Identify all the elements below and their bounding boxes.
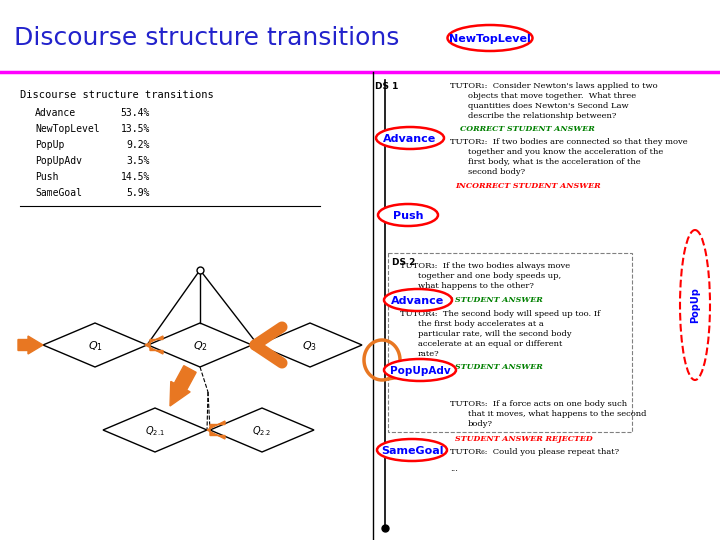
Text: NewTopLevel: NewTopLevel xyxy=(35,124,99,134)
Text: 9.2%: 9.2% xyxy=(127,140,150,150)
Text: $Q_{2.2}$: $Q_{2.2}$ xyxy=(252,424,271,438)
Text: 13.5%: 13.5% xyxy=(121,124,150,134)
Ellipse shape xyxy=(377,439,447,461)
FancyArrow shape xyxy=(207,421,225,439)
Text: TUTOR₄:  The second body will speed up too. If: TUTOR₄: The second body will speed up to… xyxy=(400,310,600,318)
Text: Push: Push xyxy=(392,211,423,221)
Polygon shape xyxy=(103,408,207,452)
Text: SameGoal: SameGoal xyxy=(35,188,82,198)
Text: that it moves, what happens to the second: that it moves, what happens to the secon… xyxy=(468,410,647,418)
Text: 3.5%: 3.5% xyxy=(127,156,150,166)
Ellipse shape xyxy=(376,127,444,149)
Text: Discourse structure transitions: Discourse structure transitions xyxy=(14,26,400,50)
Text: PopUpAdv: PopUpAdv xyxy=(390,366,450,376)
Text: together and you know the acceleration of the: together and you know the acceleration o… xyxy=(468,148,663,156)
Ellipse shape xyxy=(448,25,533,51)
Polygon shape xyxy=(258,323,362,367)
Polygon shape xyxy=(210,408,314,452)
FancyArrow shape xyxy=(170,366,196,406)
Text: DS 2: DS 2 xyxy=(392,258,415,267)
Text: TUTOR₂:  If two bodies are connected so that they move: TUTOR₂: If two bodies are connected so t… xyxy=(450,138,688,146)
Polygon shape xyxy=(148,323,252,367)
Text: PopUp: PopUp xyxy=(690,287,700,323)
Text: CORRECT STUDENT ANSWER: CORRECT STUDENT ANSWER xyxy=(408,363,543,371)
Text: what happens to the other?: what happens to the other? xyxy=(418,282,534,290)
Text: TUTOR₁:  Consider Newton's laws applied to two: TUTOR₁: Consider Newton's laws applied t… xyxy=(450,82,657,90)
Text: $Q_1$: $Q_1$ xyxy=(88,339,102,353)
Text: the first body accelerates at a: the first body accelerates at a xyxy=(418,320,544,328)
Text: 14.5%: 14.5% xyxy=(121,172,150,182)
FancyArrow shape xyxy=(18,336,43,354)
Text: Discourse structure transitions: Discourse structure transitions xyxy=(20,90,214,100)
Text: accelerate at an equal or different: accelerate at an equal or different xyxy=(418,340,562,348)
Text: PopUp: PopUp xyxy=(35,140,64,150)
Polygon shape xyxy=(43,323,147,367)
Text: CORRECT STUDENT ANSWER: CORRECT STUDENT ANSWER xyxy=(408,296,543,304)
Text: Advance: Advance xyxy=(392,296,445,306)
Text: Advance: Advance xyxy=(383,134,436,144)
Text: TUTOR₅:  If a force acts on one body such: TUTOR₅: If a force acts on one body such xyxy=(450,400,627,408)
Text: PopUpAdv: PopUpAdv xyxy=(35,156,82,166)
Text: Advance: Advance xyxy=(35,108,76,118)
Text: CORRECT STUDENT ANSWER: CORRECT STUDENT ANSWER xyxy=(460,125,595,133)
Text: quantities does Newton's Second Law: quantities does Newton's Second Law xyxy=(468,102,629,110)
FancyArrow shape xyxy=(389,373,396,380)
Text: INCORRECT STUDENT ANSWER: INCORRECT STUDENT ANSWER xyxy=(455,182,600,190)
Text: 5.9%: 5.9% xyxy=(127,188,150,198)
Text: rate?: rate? xyxy=(418,350,440,358)
Ellipse shape xyxy=(384,289,452,311)
FancyArrow shape xyxy=(145,336,163,354)
Text: ...: ... xyxy=(450,465,458,473)
Text: STUDENT ANSWER REJECTED: STUDENT ANSWER REJECTED xyxy=(455,435,593,443)
Text: $Q_{2.1}$: $Q_{2.1}$ xyxy=(145,424,165,438)
Text: $Q_2$: $Q_2$ xyxy=(192,339,207,353)
Text: TUTOR₃:  If the two bodies always move: TUTOR₃: If the two bodies always move xyxy=(400,262,570,270)
Text: objects that move together.  What three: objects that move together. What three xyxy=(468,92,636,100)
Text: NewTopLevel: NewTopLevel xyxy=(449,34,531,44)
Text: together and one body speeds up,: together and one body speeds up, xyxy=(418,272,561,280)
Text: TUTOR₆:  Could you please repeat that?: TUTOR₆: Could you please repeat that? xyxy=(450,448,619,456)
Text: DS 1: DS 1 xyxy=(375,82,398,91)
Text: 53.4%: 53.4% xyxy=(121,108,150,118)
Text: SameGoal: SameGoal xyxy=(381,446,444,456)
Text: second body?: second body? xyxy=(468,168,525,176)
Text: first body, what is the acceleration of the: first body, what is the acceleration of … xyxy=(468,158,641,166)
Ellipse shape xyxy=(384,359,456,381)
Text: body?: body? xyxy=(468,420,493,428)
Text: $Q_3$: $Q_3$ xyxy=(302,339,318,353)
Text: Push: Push xyxy=(35,172,58,182)
Text: particular rate, will the second body: particular rate, will the second body xyxy=(418,330,572,338)
Ellipse shape xyxy=(378,204,438,226)
Text: describe the relationship between?: describe the relationship between? xyxy=(468,112,616,120)
